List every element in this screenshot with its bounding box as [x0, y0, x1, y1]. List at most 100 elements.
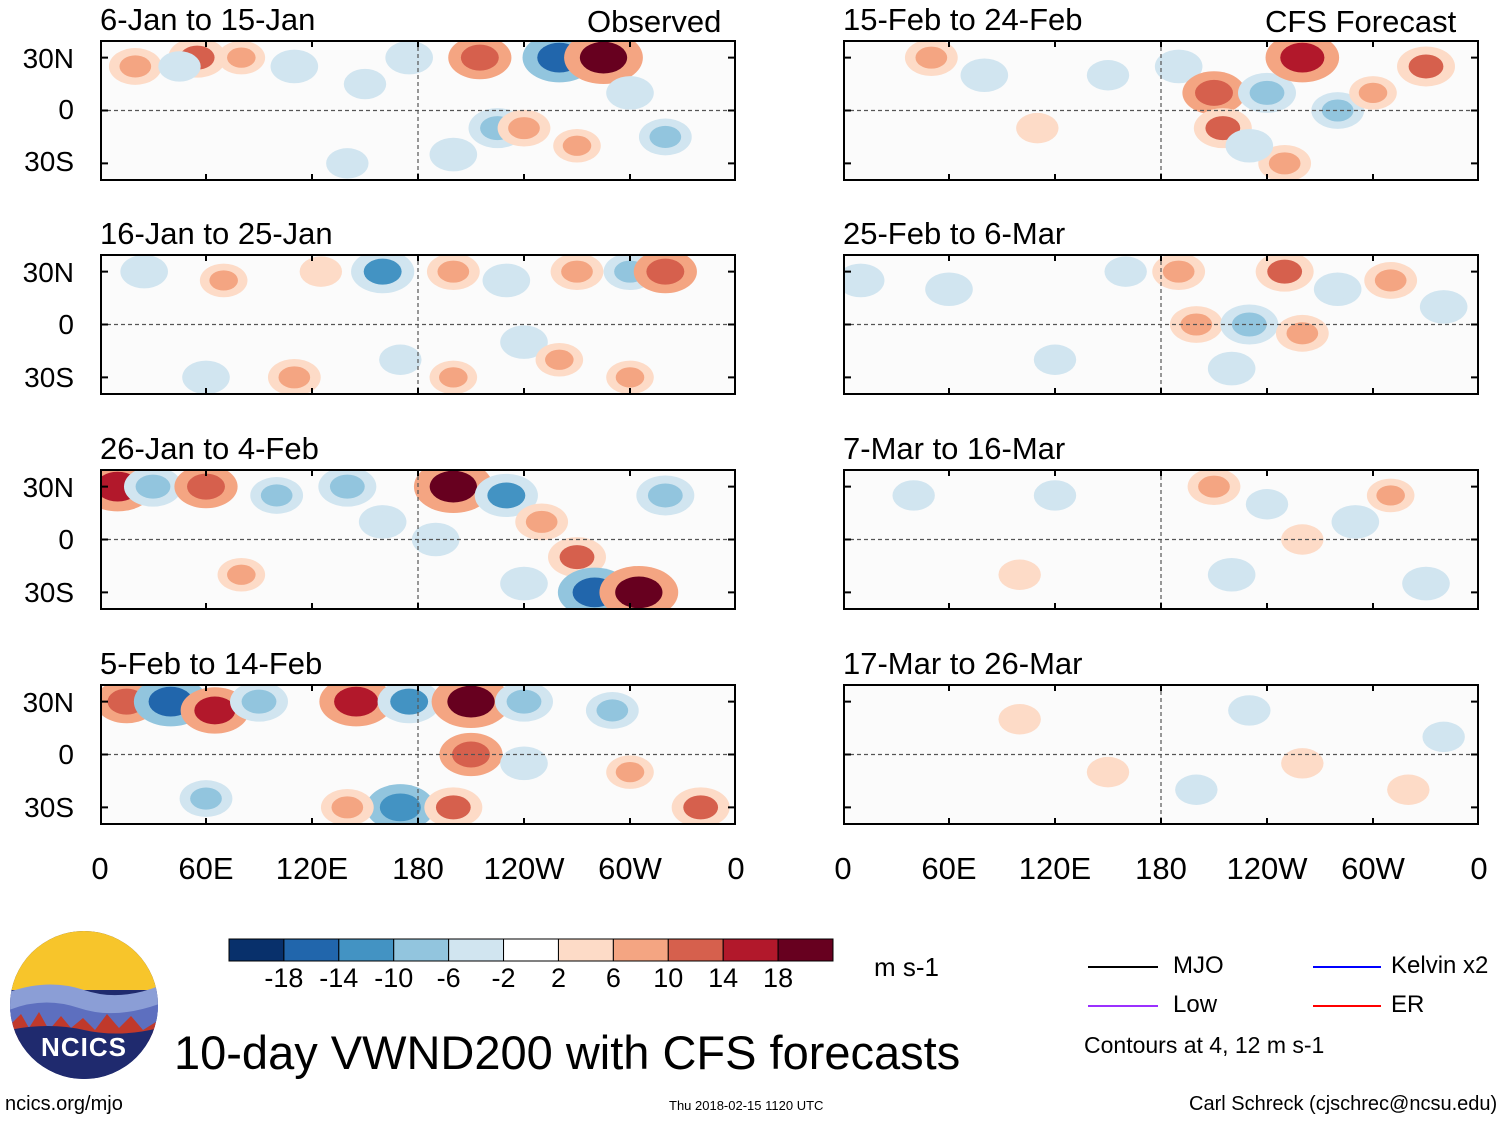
legend-label-kelvin: Kelvin x2 — [1391, 952, 1489, 979]
wind-anomaly-cell — [683, 795, 719, 820]
colorbar-tick-label: 14 — [708, 963, 739, 993]
ytick-label: 30S — [24, 146, 74, 177]
xtick-label: 0 — [1470, 851, 1488, 886]
legend-line-mjo — [1088, 966, 1158, 968]
wind-anomaly-cell — [352, 74, 378, 94]
wind-anomaly-cell — [1321, 99, 1354, 122]
wind-anomaly-cell — [1164, 56, 1193, 77]
wind-anomaly-cell — [649, 125, 682, 148]
legend-label-er: ER — [1391, 991, 1425, 1018]
wind-anomaly-cell — [227, 564, 256, 585]
xtick-label: 60W — [1341, 851, 1405, 886]
wind-anomaly-cell — [1376, 485, 1405, 506]
map-panel-fc-4 — [843, 684, 1479, 825]
wind-anomaly-cell — [1112, 262, 1139, 281]
wind-anomaly-cell — [934, 279, 964, 300]
map-panel-fc-1 — [843, 40, 1479, 181]
wind-anomaly-cell — [439, 367, 468, 388]
wind-anomaly-cell — [166, 57, 193, 76]
map-panel-fc-2 — [843, 254, 1479, 395]
wind-anomaly-cell — [260, 484, 293, 507]
wind-anomaly-cell — [331, 796, 364, 819]
wind-anomaly-cell — [191, 367, 221, 388]
wind-anomaly-cell — [1323, 279, 1352, 300]
ytick-label: 30N — [22, 257, 74, 288]
xtick-label: 0 — [727, 851, 745, 886]
ytick-label: 0 — [58, 524, 74, 555]
wind-anomaly-cell — [509, 573, 539, 594]
wind-anomaly-cell — [1205, 116, 1241, 141]
panel-title-fc-1: 15-Feb to 24-Feb — [843, 2, 1083, 37]
wind-anomaly-cell — [368, 511, 397, 532]
wind-anomaly-cell — [119, 55, 152, 78]
wind-anomaly-cell — [435, 795, 471, 820]
xtick-label: 60E — [921, 851, 977, 886]
wind-anomaly-cell — [1430, 727, 1457, 746]
colorbar-tick-label: 2 — [550, 963, 566, 993]
legend-line-low — [1088, 1005, 1158, 1007]
wind-anomaly-cell — [429, 470, 477, 503]
wind-anomaly-cell — [1289, 754, 1316, 773]
colorbar-tick-label: -6 — [436, 963, 461, 993]
footer-timestamp: Thu 2018-02-15 1120 UTC — [669, 1098, 824, 1113]
legend-label-mjo: MJO — [1173, 952, 1224, 979]
xtick-label: 180 — [392, 851, 444, 886]
main-title: 10-day VWND200 with CFS forecasts — [174, 1026, 961, 1079]
map-panel-obs-3 — [100, 469, 736, 610]
wind-anomaly-cell — [615, 762, 645, 783]
xtick-label: 180 — [1135, 851, 1187, 886]
colorbar-tick-label: -18 — [264, 963, 304, 993]
xtick-label: 60W — [598, 851, 662, 886]
wind-anomaly-cell — [1408, 54, 1444, 79]
wind-anomaly-cell — [1095, 66, 1121, 85]
wind-anomaly-cell — [1374, 269, 1407, 292]
wind-anomaly-cell — [280, 56, 309, 77]
contour-note: Contours at 4, 12 m s-1 — [1084, 1032, 1325, 1058]
map-panel-obs-2 — [100, 254, 736, 395]
map-panel-obs-1 — [100, 40, 736, 181]
wind-anomaly-cell — [1268, 152, 1301, 175]
observed-label: Observed — [587, 4, 722, 39]
colorbar-swatch — [393, 938, 450, 962]
wind-anomaly-cell — [509, 753, 539, 774]
wind-anomaly-cell — [1217, 358, 1246, 379]
colorbar-swatch — [557, 938, 614, 962]
wind-anomaly-cell — [1286, 322, 1319, 345]
wind-anomaly-cell — [970, 65, 999, 86]
wind-anomaly-cell — [1042, 486, 1068, 505]
wind-anomaly-cell — [1095, 763, 1121, 782]
xtick-label: 120W — [1226, 851, 1308, 886]
panel-title-fc-2: 25-Feb to 6-Mar — [843, 216, 1066, 251]
panel-title-obs-2: 16-Jan to 25-Jan — [100, 216, 333, 251]
wind-anomaly-cell — [135, 474, 171, 499]
wind-anomaly-cell — [308, 262, 334, 281]
wind-anomaly-cell — [1183, 780, 1210, 799]
xtick-label: 0 — [91, 851, 109, 886]
wind-anomaly-cell — [209, 270, 238, 291]
wind-anomaly-cell — [390, 688, 429, 715]
colorbar-swatch — [612, 938, 669, 962]
ytick-label: 30N — [22, 472, 74, 503]
xtick-label: 120E — [1018, 851, 1092, 886]
wind-anomaly-cell — [1042, 350, 1068, 369]
wind-anomaly-cell — [1395, 780, 1422, 799]
wind-anomaly-cell — [447, 685, 495, 718]
colorbar-tick-label: -14 — [319, 963, 359, 993]
wind-anomaly-cell — [561, 260, 593, 283]
panel-title-obs-1: 6-Jan to 15-Jan — [100, 2, 316, 37]
wind-anomaly-cell — [1198, 475, 1230, 498]
ytick-label: 30N — [22, 687, 74, 718]
ytick-label: 30N — [22, 43, 74, 74]
map-panel-fc-3 — [843, 469, 1479, 610]
map-panel-obs-4 — [100, 684, 736, 825]
colorbar-swatch — [448, 938, 505, 962]
wind-anomaly-cell — [545, 349, 574, 370]
footer-url[interactable]: ncics.org/mjo — [5, 1093, 123, 1115]
wind-anomaly-cell — [1195, 79, 1233, 106]
wind-anomaly-cell — [187, 473, 225, 500]
wind-anomaly-cell — [1280, 42, 1325, 73]
wind-anomaly-cell — [900, 486, 927, 505]
wind-anomaly-cell — [1162, 260, 1195, 283]
wind-anomaly-cell — [190, 787, 222, 810]
wind-anomaly-cell — [596, 699, 629, 722]
